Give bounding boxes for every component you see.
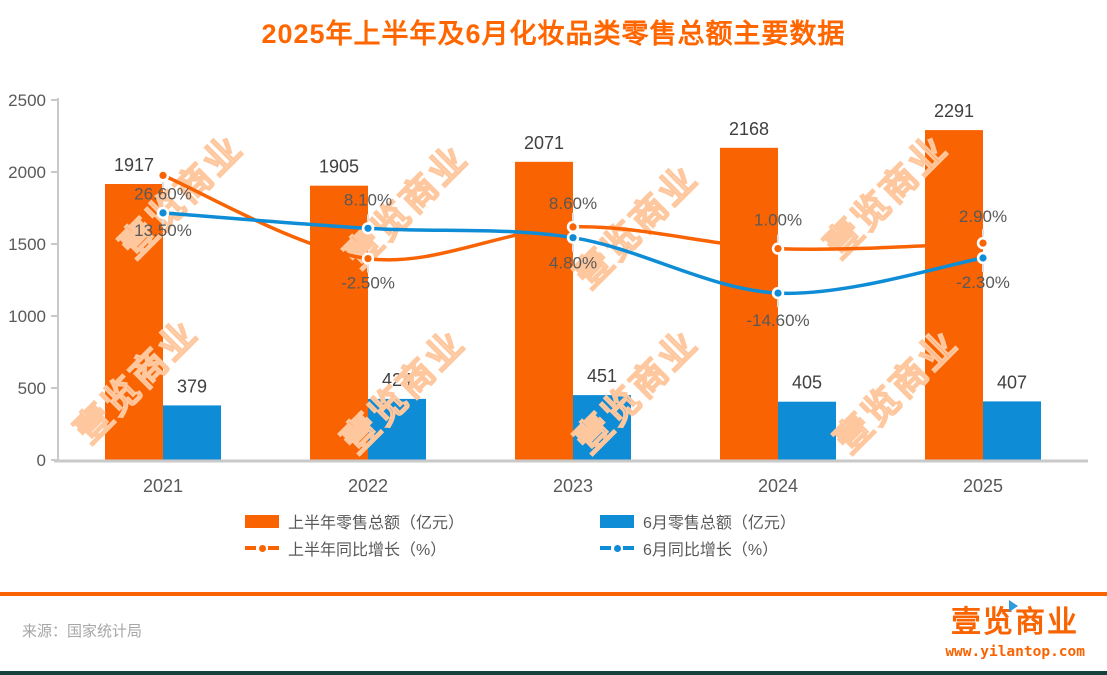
h1-bar-2023 <box>515 161 573 462</box>
x-label-2024: 2024 <box>758 476 798 496</box>
legend-h1-growth-label: 上半年同比增长（%） <box>288 542 447 559</box>
footer-divider <box>0 592 1107 596</box>
brand-logo: 壹览商业 <box>951 597 1079 641</box>
logo-play-triangle-icon <box>1009 600 1018 612</box>
x-label-2023: 2023 <box>553 476 593 496</box>
h1-growth-point-2022 <box>364 255 372 263</box>
h1-bar-value-2023: 2071 <box>524 133 564 153</box>
h1-bar-value-2024: 2168 <box>729 119 769 139</box>
h1-bar-swatch <box>245 514 279 528</box>
y-axis-tick-label: 1500 <box>8 235 46 254</box>
h1-growth-point-2025 <box>979 239 987 247</box>
legend-h1-bars-label: 上半年零售总额（亿元） <box>288 515 465 532</box>
h1-growth-point-2024 <box>774 245 782 253</box>
june-bar-swatch <box>600 514 634 528</box>
h1-growth-value-2024: 1.00% <box>754 211 802 230</box>
june-bar-2021 <box>163 405 221 461</box>
x-label-2025: 2025 <box>963 476 1003 496</box>
june-growth-point-2021 <box>159 209 167 217</box>
june-bar-value-2024: 405 <box>792 373 822 393</box>
h1-bar-2025 <box>925 130 983 461</box>
h1-bar-value-2021: 1917 <box>114 155 154 175</box>
y-axis-tick-label: 500 <box>18 379 46 398</box>
h1-line-swatch <box>245 544 279 552</box>
june-bar-value-2023: 451 <box>587 366 617 386</box>
chart-title: 2025年上半年及6月化妆品类零售总额主要数据 <box>261 19 846 49</box>
h1-bar-value-2022: 1905 <box>319 157 359 177</box>
y-axis-tick-label: 2000 <box>8 163 46 182</box>
h1-bar-2021 <box>105 184 163 461</box>
legend-june-bars: 6月零售总额（亿元） <box>600 509 796 533</box>
bottom-accent-bar <box>0 671 1107 675</box>
h1-growth-point-2021 <box>159 171 167 179</box>
y-axis-tick-label: 1000 <box>8 307 46 326</box>
legend-h1-bars: 上半年零售总额（亿元） <box>245 509 464 533</box>
legend-june-growth-line: 6月同比增长（%） <box>600 536 778 560</box>
june-line-swatch <box>600 544 634 552</box>
june-bar-2023 <box>573 395 631 461</box>
h1-bar-2022 <box>310 185 368 461</box>
june-growth-point-2023 <box>569 234 577 242</box>
june-growth-value-2025: -2.30% <box>956 273 1010 292</box>
legend-june-bars-label: 6月零售总额（亿元） <box>643 515 796 532</box>
h1-bar-value-2025: 2291 <box>934 101 974 121</box>
legend-june-growth-label: 6月同比增长（%） <box>643 542 779 559</box>
watermark: 壹览商业 <box>567 322 706 461</box>
h1-growth-value-2021: 26.60% <box>134 184 192 203</box>
june-growth-point-2024 <box>774 289 782 297</box>
x-label-2021: 2021 <box>143 476 183 496</box>
june-bar-value-2022: 424 <box>382 370 412 390</box>
june-growth-value-2023: 4.80% <box>549 254 597 273</box>
source-text: 来源：国家统计局 <box>22 623 143 640</box>
june-growth-point-2022 <box>364 224 372 232</box>
h1-growth-value-2022: -2.50% <box>341 274 395 293</box>
june-bar-2022 <box>368 398 426 461</box>
june-growth-point-2025 <box>979 254 987 262</box>
h1-bar-2024 <box>720 147 778 462</box>
y-axis-tick-label: 0 <box>37 451 46 470</box>
june-bar-2024 <box>778 401 836 461</box>
june-growth-value-2022: 8.10% <box>344 190 392 209</box>
x-label-2022: 2022 <box>348 476 388 496</box>
legend-h1-growth-line: 上半年同比增长（%） <box>245 536 446 560</box>
brand-url[interactable]: www.yilantop.com <box>945 644 1085 660</box>
y-axis-tick-label: 2500 <box>8 91 46 110</box>
june-growth-value-2021: 13.50% <box>134 221 192 240</box>
h1-growth-point-2023 <box>569 223 577 231</box>
june-bar-value-2025: 407 <box>997 372 1027 392</box>
h1-growth-value-2023: 8.60% <box>549 194 597 213</box>
june-growth-value-2024: -14.60% <box>746 311 809 330</box>
june-bar-2025 <box>983 401 1041 461</box>
h1-growth-value-2025: 2.90% <box>959 207 1007 226</box>
june-bar-value-2021: 379 <box>177 376 207 396</box>
